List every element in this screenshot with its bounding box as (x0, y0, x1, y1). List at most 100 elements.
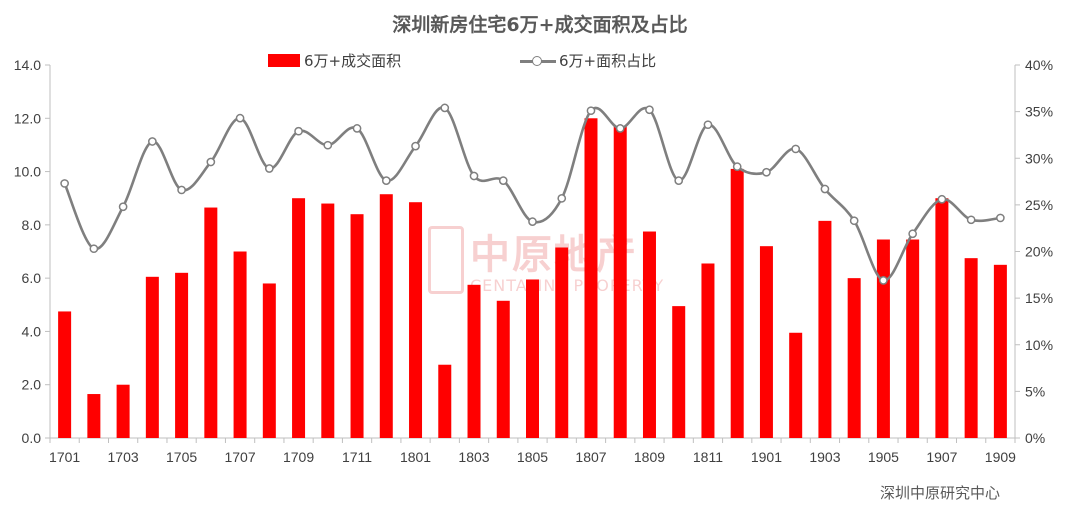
line-point (645, 105, 654, 115)
line-point (118, 202, 128, 212)
y-left-tick-label: 6.0 (22, 270, 42, 286)
bar (789, 332, 803, 438)
x-tick-label: 1707 (224, 449, 255, 465)
line-point (732, 162, 742, 171)
bar (321, 203, 335, 438)
legend-item-bars: 6万+成交面积 (268, 50, 401, 71)
bar (935, 198, 949, 438)
line-point (89, 244, 99, 254)
y-right-tick-label: 35% (1025, 104, 1053, 120)
bar (584, 118, 598, 439)
x-tick-label: 1807 (575, 449, 606, 465)
line-point (440, 103, 450, 113)
line-point (528, 217, 537, 227)
bar (759, 246, 773, 438)
line-point (264, 164, 274, 173)
x-tick-label: 1907 (926, 449, 957, 465)
line-point (674, 176, 684, 185)
legend-label-line: 6万+面积占比 (559, 52, 657, 70)
x-tick-label: 1811 (693, 449, 723, 465)
line-point (849, 216, 859, 226)
y-left-tick-label: 10.0 (14, 164, 41, 180)
line-point (762, 167, 771, 177)
bar (233, 251, 247, 438)
bar (847, 278, 861, 438)
legend-item-line: 6万+面积占比 (520, 50, 656, 71)
bar (292, 198, 306, 438)
line-point (381, 176, 391, 185)
x-tick-label: 1701 (49, 449, 80, 465)
line-point (966, 215, 976, 225)
bar (438, 364, 452, 438)
source-note: 深圳中原研究中心 (879, 484, 1000, 502)
line-point (879, 276, 888, 285)
bar (145, 276, 159, 438)
line-point (206, 157, 216, 167)
line-point (60, 179, 69, 188)
line-point (469, 171, 479, 181)
bar (730, 168, 744, 438)
bar (262, 283, 276, 438)
bar (350, 214, 364, 438)
bar (642, 231, 656, 438)
bar (906, 239, 920, 438)
line-point (586, 106, 596, 116)
x-tick-label: 1909 (985, 449, 1016, 465)
y-left-tick-label: 2.0 (22, 377, 42, 393)
bar (58, 311, 72, 438)
x-tick-label: 1901 (751, 449, 782, 465)
y-left-tick-label: 12.0 (14, 110, 41, 126)
legend-line-swatch (520, 54, 556, 68)
line-point (235, 113, 245, 123)
line-point (996, 213, 1005, 223)
line-point (177, 185, 186, 195)
bar (467, 284, 481, 438)
x-tick-label: 1809 (634, 449, 665, 465)
y-right-tick-label: 10% (1025, 337, 1053, 353)
x-tick-label: 1801 (400, 449, 431, 465)
bar (175, 272, 189, 438)
line-point (937, 194, 947, 204)
y-right-tick-label: 25% (1025, 197, 1053, 213)
legend-label-bars: 6万+成交面积 (304, 52, 402, 70)
line-point (411, 141, 420, 151)
x-tick-label: 1709 (283, 449, 314, 465)
line-point (908, 229, 918, 239)
bar (818, 220, 832, 438)
bar (409, 202, 423, 438)
x-tick-label: 1805 (517, 449, 548, 465)
chart-title: 深圳新房住宅6万+成交面积及占比 (392, 14, 688, 36)
y-right-tick-label: 30% (1025, 150, 1053, 166)
line-point (820, 184, 830, 194)
y-right-tick-label: 40% (1025, 57, 1053, 73)
line-point (703, 120, 713, 130)
line-point (557, 193, 567, 203)
x-tick-label: 1703 (108, 449, 139, 465)
x-tick-label: 1905 (868, 449, 899, 465)
y-left-tick-label: 4.0 (22, 323, 42, 339)
x-tick-label: 1803 (458, 449, 489, 465)
y-right-tick-label: 5% (1025, 383, 1045, 399)
y-left-tick-label: 0.0 (22, 430, 42, 446)
y-right-tick-label: 20% (1025, 244, 1053, 260)
bar (204, 207, 218, 438)
line-point (147, 137, 157, 146)
x-tick-label: 1903 (809, 449, 840, 465)
bar (116, 384, 130, 438)
bar (613, 126, 627, 439)
bar (993, 264, 1007, 438)
y-left-tick-label: 14.0 (14, 57, 41, 73)
y-right-tick-label: 15% (1025, 290, 1053, 306)
legend-bar-swatch (268, 54, 300, 67)
bar (876, 239, 890, 438)
bar (964, 258, 978, 438)
line-point (498, 176, 508, 185)
line-point (791, 144, 801, 154)
line-point (294, 126, 303, 136)
bar (555, 247, 569, 438)
line-point (323, 140, 333, 150)
bar (701, 263, 715, 438)
bar (379, 194, 393, 438)
bar (87, 394, 101, 438)
